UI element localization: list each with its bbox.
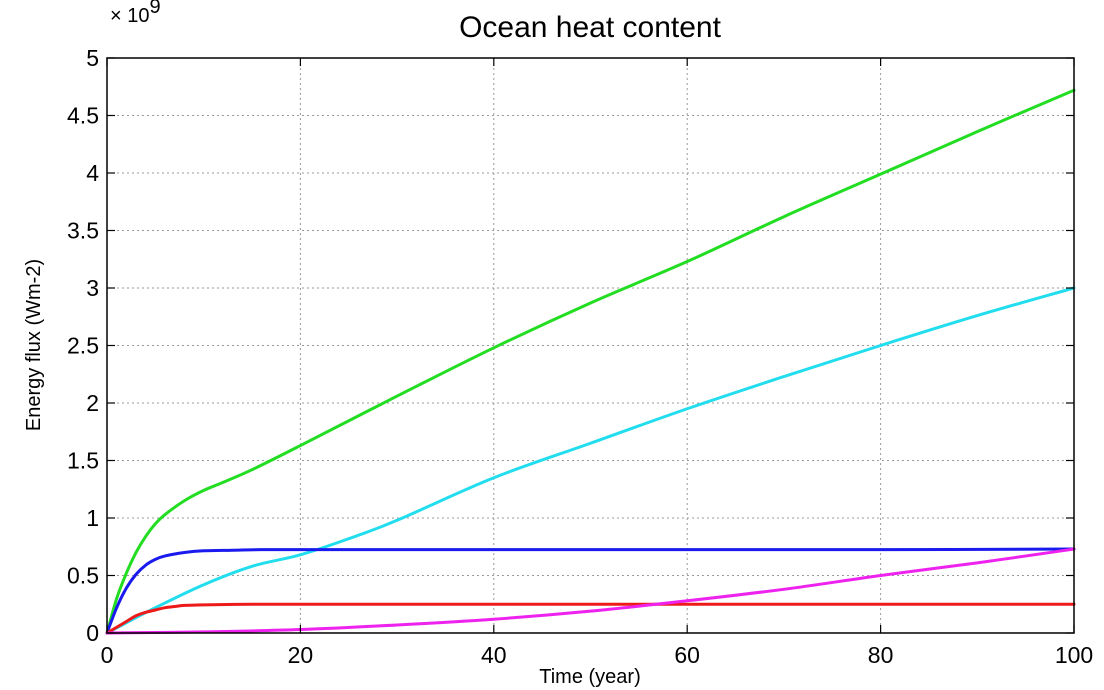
x-tick-label: 100 [1055,642,1093,668]
y-tick-label: 2 [86,390,99,416]
x-axis-label: Time (year) [539,666,640,688]
y-tick-label: 5 [86,45,99,71]
y-tick-label: 4 [86,160,99,186]
y-tick-label: 3.5 [67,218,99,244]
x-tick-label: 0 [101,642,114,668]
y-tick-label: 0 [86,620,99,646]
x-tick-label: 60 [674,642,700,668]
y-axis-multiplier: × 109 [110,0,161,27]
y-multiplier-exponent: 9 [149,0,160,18]
y-axis-label: Energy flux (Wm-2) [23,259,45,431]
chart-title: Ocean heat content [459,11,722,44]
series-line-5 [107,549,1074,633]
y-tick-label: 4.5 [67,103,99,129]
y-tick-label: 2.5 [67,333,99,359]
series-layer [107,90,1074,633]
x-tick-label: 20 [288,642,314,668]
y-tick-label: 3 [86,275,99,301]
x-tick-label: 40 [481,642,507,668]
y-tick-label: 0.5 [67,563,99,589]
series-line-3 [107,549,1074,633]
x-tick-label: 80 [868,642,894,668]
grid-lines [107,58,1074,633]
y-tick-label: 1 [86,505,99,531]
y-multiplier-base: × 10 [110,5,149,27]
y-tick-label: 1.5 [67,448,99,474]
x-axis-ticks: 0 20 40 60 80 100 [101,58,1094,668]
series-line-4 [107,604,1074,633]
series-line-1 [107,90,1074,633]
